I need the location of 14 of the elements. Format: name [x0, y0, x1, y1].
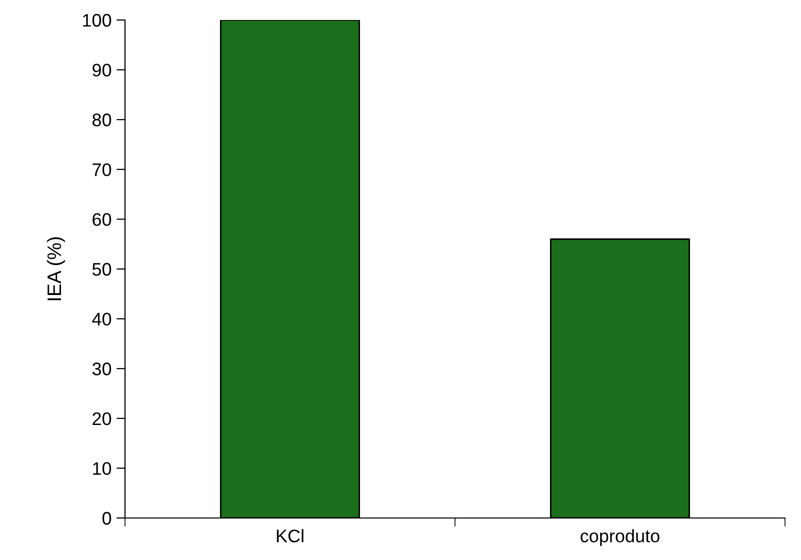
x-tick-label: coproduto	[580, 529, 660, 546]
y-tick-label: 50	[92, 262, 112, 276]
y-tick-label: 0	[102, 512, 112, 525]
x-tick-label: KCl	[276, 529, 304, 542]
y-tick-label: 100	[83, 14, 112, 27]
y-tick-label: 60	[92, 213, 112, 226]
y-tick-label: 70	[92, 163, 112, 176]
y-tick-label: 90	[92, 64, 112, 77]
y-tick-label: 10	[93, 462, 112, 475]
y-tick-label: 20	[92, 412, 112, 426]
y-tick-label: 80	[92, 114, 112, 126]
y-tick-label: 30	[92, 362, 112, 376]
y-axis-title: IEA (%)	[46, 237, 66, 300]
y-tick-label: 40	[92, 312, 112, 326]
